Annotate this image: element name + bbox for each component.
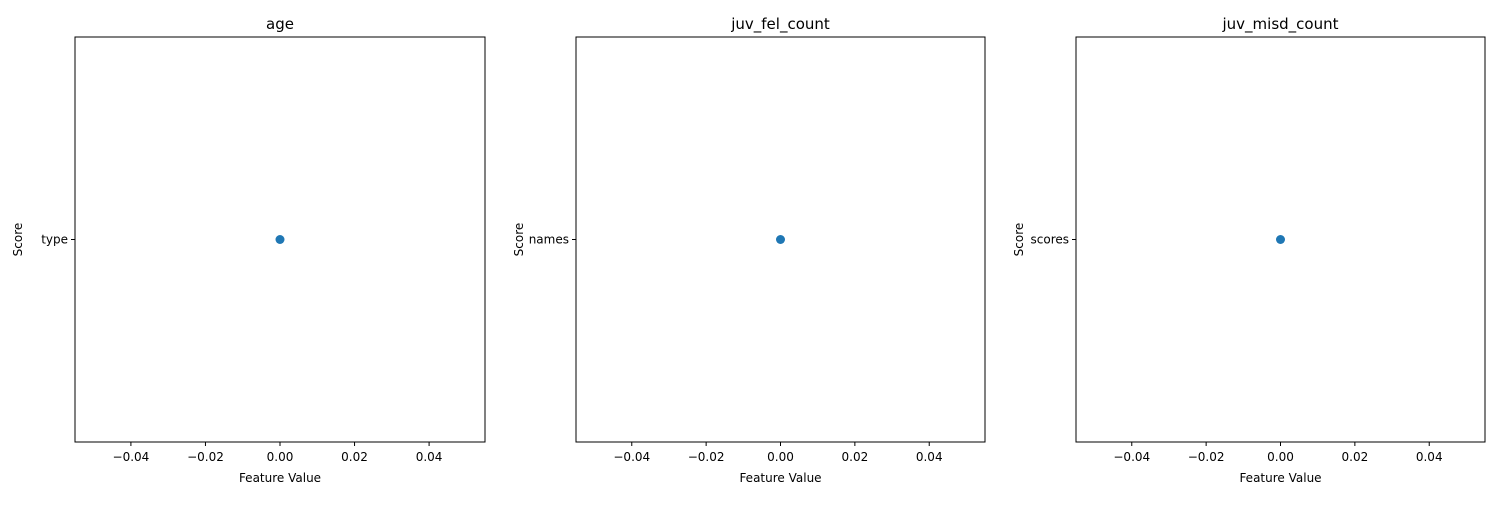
x-axis-label: Feature Value: [1239, 471, 1321, 485]
data-point: [1276, 235, 1285, 244]
subplot-2: −0.04 −0.02 0.00 0.02 0.04 names juv_fel_count…: [512, 15, 986, 485]
x-tick-label: −0.04: [613, 450, 650, 464]
subplot-title: juv_misd_count: [1222, 15, 1339, 34]
subplot-3: −0.04 −0.02 0.00 0.02 0.04 scores juv_misd_cou…: [1012, 15, 1486, 485]
x-tick-label: 0.04: [916, 450, 943, 464]
x-tick-label: 0.04: [1416, 450, 1443, 464]
x-tick-label: 0.02: [341, 450, 368, 464]
subplot-title: age: [266, 15, 294, 33]
y-axis-label: Score: [1012, 223, 1026, 257]
x-tick-label: 0.00: [767, 450, 794, 464]
x-tick-label: 0.02: [1342, 450, 1369, 464]
x-axis-label: Feature Value: [239, 471, 321, 485]
x-tick-label: −0.02: [688, 450, 725, 464]
x-axis-label: Feature Value: [739, 471, 821, 485]
data-point: [776, 235, 785, 244]
x-tick-label: 0.02: [842, 450, 869, 464]
y-tick-label: type: [41, 233, 68, 247]
subplot-title: juv_fel_count: [730, 15, 830, 34]
y-tick-label: scores: [1031, 233, 1070, 247]
y-tick-label: names: [529, 233, 569, 247]
data-point: [275, 235, 285, 244]
x-tick-label: −0.02: [1188, 450, 1225, 464]
x-tick-label: 0.00: [267, 450, 294, 464]
x-tick-label: −0.04: [1113, 450, 1150, 464]
x-tick-label: −0.02: [187, 450, 224, 464]
y-axis-label: Score: [512, 223, 526, 257]
x-tick-label: 0.00: [1267, 450, 1294, 464]
subplot-1: −0.04 −0.02 0.00 0.02 0.04 type age Feature Val…: [11, 15, 486, 485]
x-tick-label: −0.04: [113, 450, 150, 464]
x-tick-label: 0.04: [416, 450, 443, 464]
y-axis-label: Score: [11, 223, 25, 257]
